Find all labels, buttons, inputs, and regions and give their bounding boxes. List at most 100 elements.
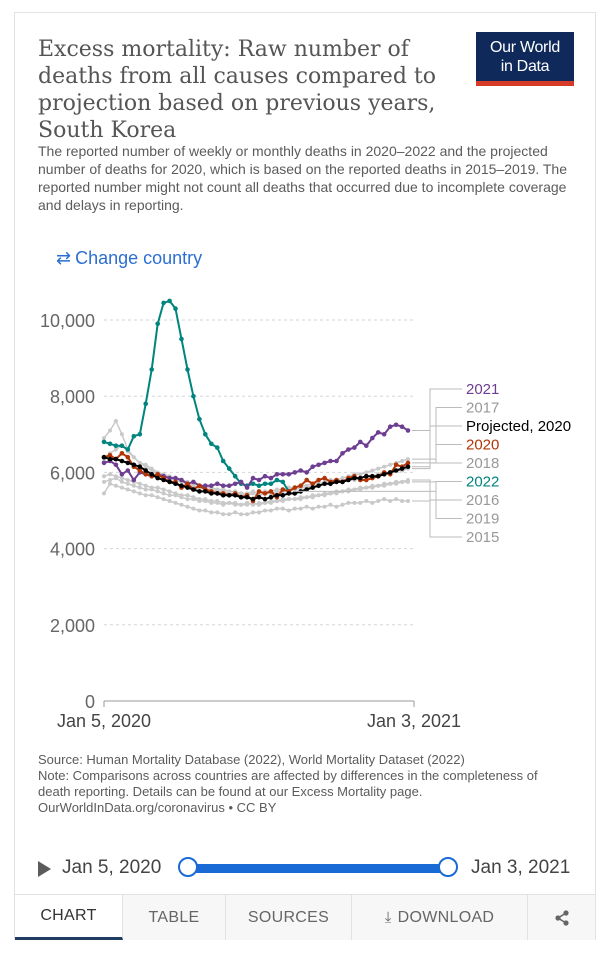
data-point bbox=[387, 424, 393, 429]
data-point bbox=[143, 464, 148, 469]
data-point bbox=[340, 476, 345, 481]
data-point bbox=[173, 306, 178, 311]
timeline-start-label: Jan 5, 2020 bbox=[62, 857, 162, 878]
data-point bbox=[220, 458, 226, 464]
legend-connector bbox=[412, 407, 462, 460]
tab-download[interactable]: ⤓ DOWNLOAD bbox=[352, 895, 528, 940]
data-point bbox=[220, 493, 226, 498]
data-point bbox=[375, 473, 381, 479]
license-text[interactable]: OurWorldInData.org/coronavirus • CC BY bbox=[38, 800, 277, 815]
data-point bbox=[406, 499, 410, 503]
data-point bbox=[137, 481, 142, 486]
data-point bbox=[227, 500, 232, 505]
note-text: Note: Comparisons across countries are a… bbox=[38, 768, 538, 799]
data-point bbox=[322, 481, 327, 487]
tab-sources[interactable]: SOURCES bbox=[226, 895, 352, 940]
data-point bbox=[286, 491, 292, 496]
data-point bbox=[256, 483, 262, 488]
timeline-end-handle[interactable] bbox=[438, 857, 458, 877]
tab-chart[interactable]: CHART bbox=[15, 895, 123, 940]
share-icon bbox=[554, 909, 569, 926]
data-point bbox=[268, 481, 274, 487]
tab-table[interactable]: TABLE bbox=[123, 895, 226, 940]
data-point bbox=[119, 432, 124, 437]
data-point bbox=[108, 472, 112, 477]
tab-share[interactable] bbox=[528, 895, 595, 940]
data-point bbox=[280, 487, 286, 492]
legend-label: Projected, 2020 bbox=[466, 418, 571, 435]
data-point bbox=[304, 487, 310, 492]
data-point bbox=[209, 483, 214, 488]
data-point bbox=[244, 485, 250, 490]
data-point bbox=[125, 481, 130, 486]
chart-subtitle: The reported number of weekly or monthly… bbox=[38, 143, 567, 213]
data-point bbox=[399, 424, 405, 429]
data-point bbox=[375, 430, 381, 435]
owid-logo[interactable]: Our World in Data bbox=[476, 32, 574, 86]
timeline-track[interactable] bbox=[188, 864, 448, 873]
data-point bbox=[137, 485, 142, 490]
data-point bbox=[191, 393, 196, 399]
data-point bbox=[203, 508, 208, 513]
data-point bbox=[185, 497, 190, 502]
data-point bbox=[382, 497, 387, 502]
data-point bbox=[292, 485, 298, 490]
data-point bbox=[400, 499, 405, 503]
legend-connector bbox=[412, 425, 462, 468]
data-point bbox=[263, 500, 267, 505]
series-layer bbox=[101, 298, 411, 517]
data-point bbox=[238, 479, 244, 485]
data-point bbox=[274, 506, 279, 511]
data-point bbox=[292, 497, 297, 502]
data-point bbox=[256, 494, 262, 500]
y-tick-label: 6,000 bbox=[50, 463, 95, 483]
data-point bbox=[131, 483, 136, 488]
data-point bbox=[393, 468, 399, 473]
data-point bbox=[256, 489, 262, 494]
data-point bbox=[268, 494, 274, 500]
data-point bbox=[161, 491, 166, 496]
data-point bbox=[400, 479, 405, 484]
data-point bbox=[262, 473, 268, 479]
play-icon[interactable] bbox=[38, 861, 51, 877]
data-point bbox=[286, 497, 291, 502]
data-point bbox=[119, 458, 125, 464]
data-point bbox=[394, 497, 399, 502]
y-tick-label: 4,000 bbox=[50, 540, 95, 560]
tab-download-label: DOWNLOAD bbox=[397, 908, 495, 926]
data-point bbox=[232, 481, 238, 487]
series-line-2015 bbox=[103, 483, 408, 516]
timeline-start-handle[interactable] bbox=[178, 857, 198, 877]
data-point bbox=[370, 500, 375, 505]
data-point bbox=[245, 502, 250, 507]
data-point bbox=[137, 464, 143, 469]
change-country-button[interactable]: ⇄ Change country bbox=[56, 248, 202, 269]
data-point bbox=[203, 489, 208, 494]
data-point bbox=[101, 439, 107, 445]
data-point bbox=[155, 485, 160, 490]
data-point bbox=[233, 510, 238, 515]
data-point bbox=[119, 479, 124, 484]
data-point bbox=[376, 499, 381, 503]
data-point bbox=[185, 481, 190, 487]
data-point bbox=[250, 496, 256, 502]
data-point bbox=[167, 298, 172, 304]
data-point bbox=[322, 504, 327, 509]
data-point bbox=[388, 481, 393, 486]
data-point bbox=[161, 300, 166, 306]
data-point bbox=[322, 460, 327, 466]
data-point bbox=[227, 512, 232, 517]
series-line-2019 bbox=[103, 473, 408, 506]
data-point bbox=[238, 494, 244, 500]
data-point bbox=[113, 462, 119, 468]
data-point bbox=[292, 491, 298, 496]
data-point bbox=[239, 491, 244, 496]
data-point bbox=[143, 401, 148, 407]
data-point bbox=[310, 481, 316, 487]
data-point bbox=[203, 483, 208, 488]
data-point bbox=[268, 489, 274, 494]
timeline-end-label: Jan 3, 2021 bbox=[471, 857, 571, 878]
data-point bbox=[364, 477, 369, 483]
y-tick-label: 2,000 bbox=[50, 616, 95, 636]
data-point bbox=[161, 477, 166, 483]
